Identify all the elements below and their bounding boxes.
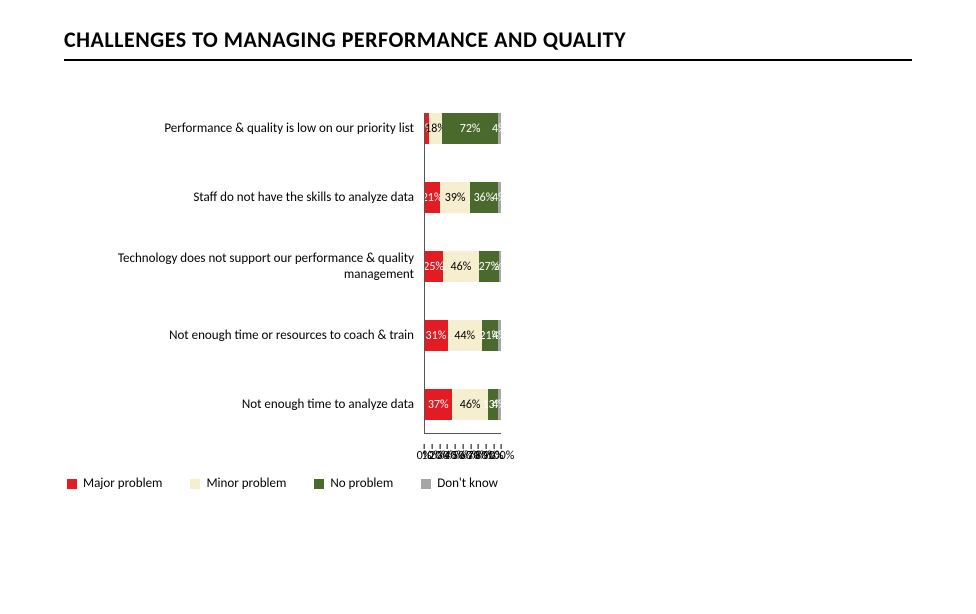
legend-swatch [190,479,200,489]
chart-row: Performance & quality is low on our prio… [64,113,501,144]
chart-row: Not enough time or resources to coach & … [64,320,501,351]
bar: 21%39%36%4% [424,182,501,213]
x-tick: 100% [488,449,515,463]
x-axis: 0%10%20%30%40%50%60%70%80%90%100% [64,434,501,466]
legend: Major problem Minor problem No problem Don'… [64,476,501,491]
bar: 31%44%21%4% [424,320,501,351]
legend-swatch [421,479,431,489]
bar-segment: 72% [442,113,497,144]
row-label: Performance & quality is low on our prio… [64,121,424,137]
bar-segment: 18% [429,113,443,144]
legend-item: No problem [314,476,393,491]
legend-swatch [314,479,324,489]
legend-item: Don't know [421,476,498,491]
bar: 6%18%72%4% [424,113,501,144]
bar: 37%46%13%4% [424,389,501,420]
y-baseline [424,113,425,434]
row-label: Not enough time or resources to coach & … [64,328,424,344]
bar-segment: 4% [498,389,501,420]
bar: 25%46%27%2% [424,251,501,282]
x-axis-line [424,433,501,434]
row-label: Not enough time to analyze data [64,397,424,413]
legend-item: Minor problem [190,476,286,491]
page-title: CHALLENGES TO MANAGING PERFORMANCE AND Q… [64,26,912,53]
bar-segment: 25% [424,251,443,282]
bar-segment: 46% [443,251,478,282]
bar-segment: 31% [424,320,448,351]
bar-segment: 44% [448,320,482,351]
bar-segment: 39% [440,182,470,213]
legend-item: Major problem [67,476,162,491]
legend-label: Minor problem [206,476,286,491]
bar-segment: 2% [499,251,501,282]
bar-segment: 37% [424,389,452,420]
chart-row: Technology does not support our performa… [64,251,501,282]
bar-segment: 4% [498,113,501,144]
title-rule [64,59,912,61]
legend-label: Don't know [437,476,498,491]
legend-label: Major problem [83,476,162,491]
legend-swatch [67,479,77,489]
bar-segment: 4% [498,182,501,213]
legend-label: No problem [330,476,393,491]
bar-segment: 21% [424,182,440,213]
chart-row: Staff do not have the skills to analyze … [64,182,501,213]
challenges-chart: Performance & quality is low on our prio… [64,113,912,491]
row-label: Technology does not support our performa… [64,251,424,282]
bar-segment: 4% [498,320,501,351]
chart-row: Not enough time to analyze data37%46%13%… [64,389,501,420]
row-label: Staff do not have the skills to analyze … [64,190,424,206]
